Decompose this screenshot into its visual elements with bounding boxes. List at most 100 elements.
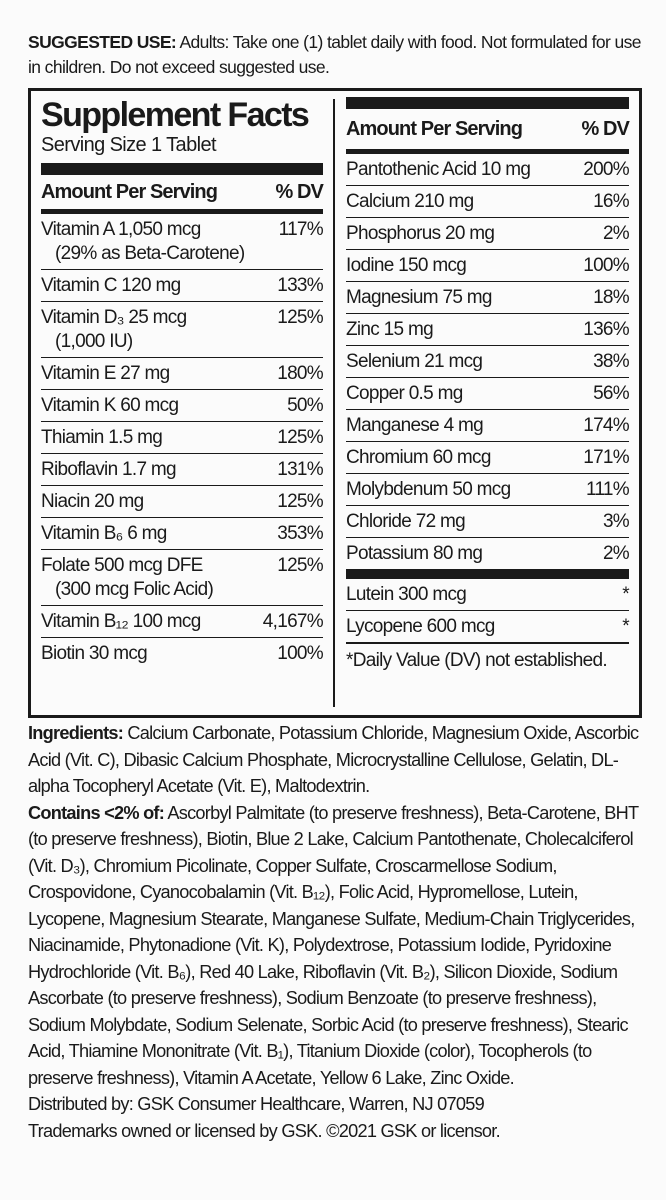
nutrient-name: Riboflavin 1.7 mg [41,458,277,482]
suggested-use-label: SUGGESTED USE: [28,32,177,52]
facts-left-column: Supplement Facts Serving Size 1 Tablet A… [41,91,324,669]
nutrient-name: Vitamin E 27 mg [41,362,277,386]
nutrient-dv: 38% [593,351,630,372]
nutrient-row: Vitamin B₆ 6 mg 353% [41,518,324,550]
nutrient-dv: 125% [277,491,323,512]
nutrient-row: Selenium 21 mcg 38% [346,346,630,378]
nutrient-amount: Vitamin A 1,050 mcg [41,219,201,240]
suggested-use: SUGGESTED USE: Adults: Take one (1) tabl… [28,30,648,80]
nutrient-row: Riboflavin 1.7 mg 131% [41,454,324,486]
nutrient-amount: Lutein 300 mcg [346,584,467,605]
nutrient-row: Manganese 4 mg 174% [346,410,630,442]
nutrient-amount: Vitamin B₁₂ 100 mcg [41,611,201,632]
nutrient-dv: 125% [277,555,323,576]
trademarks: Trademarks owned or licensed by GSK. ©20… [28,1120,501,1141]
right-column-header: Amount Per Serving % DV [346,109,630,154]
nutrient-name: Vitamin A 1,050 mcg (29% as Beta-Carotene… [41,218,279,266]
nutrient-amount: Selenium 21 mcg [346,351,483,372]
nutrient-dv: 50% [287,395,324,416]
nutrient-amount: Vitamin B₆ 6 mg [41,523,167,544]
nutrient-row: Chromium 60 mcg 171% [346,442,630,474]
nutrient-name: Manganese 4 mg [346,414,583,438]
nutrient-name: Folate 500 mcg DFE (300 mcg Folic Acid) [41,554,277,602]
nutrient-note: (29% as Beta-Carotene) [55,243,245,264]
nutrient-name: Biotin 30 mcg [41,642,277,666]
nutrient-amount: Chloride 72 mg [346,511,466,532]
nutrient-amount: Molybdenum 50 mcg [346,479,511,500]
nutrient-dv: 125% [277,427,323,448]
nutrient-row: Lutein 300 mcg * [346,579,630,611]
nutrient-dv: 2% [602,543,630,564]
serving-size: Serving Size 1 Tablet [41,134,217,156]
nutrient-dv: 16% [593,191,630,212]
nutrient-dv: 136% [583,319,629,340]
nutrient-name: Iodine 150 mcg [346,254,583,278]
header-dv: % DV [581,117,629,140]
nutrient-dv: 2% [602,223,630,244]
nutrient-name: Molybdenum 50 mcg [346,478,586,502]
nutrient-name: Potassium 80 mg [346,542,603,566]
nutrient-name: Vitamin B₁₂ 100 mcg [41,610,263,634]
nutrient-amount: Zinc 15 mg [346,319,434,340]
nutrient-amount: Calcium 210 mg [346,191,474,212]
nutrient-amount: Lycopene 600 mcg [346,616,495,637]
nutrient-dv: 4,167% [262,611,324,632]
nutrient-name: Selenium 21 mcg [346,350,593,374]
nutrient-amount: Pantothenic Acid 10 mg [346,159,531,180]
ingredients-paragraph: Ingredients: Calcium Carbonate, Potassiu… [28,720,640,800]
nutrient-dv: 18% [593,287,630,308]
left-nutrient-rows: Vitamin A 1,050 mcg (29% as Beta-Carotene… [41,214,324,669]
thick-rule [346,97,629,109]
distributed-by: Distributed by: GSK Consumer Healthcare,… [28,1094,485,1114]
nutrient-amount: Thiamin 1.5 mg [41,427,163,448]
nutrient-row: Pantothenic Acid 10 mg 200% [346,154,630,186]
nutrient-name: Chloride 72 mg [346,510,603,534]
nutrient-row: Chloride 72 mg 3% [346,506,630,538]
nutrient-row: Vitamin K 60 mcg 50% [41,390,324,422]
facts-right-column: Amount Per Serving % DV Pantothenic Acid… [346,91,630,672]
nutrient-name: Copper 0.5 mg [346,382,593,406]
supplement-facts-panel: Supplement Facts Serving Size 1 Tablet A… [28,88,642,718]
nutrient-amount: Niacin 20 mg [41,491,144,512]
nutrient-dv: 174% [583,415,629,436]
nutrient-row: Biotin 30 mcg 100% [41,638,324,669]
ingredients-text: Calcium Carbonate, Potassium Chloride, M… [28,723,639,796]
nutrient-amount: Vitamin D₃ 25 mcg [41,307,187,328]
nutrient-amount: Magnesium 75 mg [346,287,492,308]
nutrient-row: Zinc 15 mg 136% [346,314,630,346]
nutrient-name: Magnesium 75 mg [346,286,593,310]
nutrient-amount: Riboflavin 1.7 mg [41,459,177,480]
nutrient-name: Lutein 300 mcg [346,583,622,607]
nutrient-dv: 200% [583,159,629,180]
nutrient-row: Vitamin D₃ 25 mcg (1,000 IU) 125% [41,302,324,358]
left-column-header: Amount Per Serving % DV [41,175,324,214]
nutrient-row: Copper 0.5 mg 56% [346,378,630,410]
nutrient-name: Calcium 210 mg [346,190,593,214]
ingredients-section: Ingredients: Calcium Carbonate, Potassiu… [28,720,640,1144]
nutrient-row: Folate 500 mcg DFE (300 mcg Folic Acid) 12… [41,550,324,606]
nutrient-dv: 131% [277,459,323,480]
nutrient-amount: Phosphorus 20 mg [346,223,495,244]
nutrient-name: Vitamin K 60 mcg [41,394,287,418]
nutrient-row: Vitamin A 1,050 mcg (29% as Beta-Carotene… [41,214,324,270]
nutrient-name: Chromium 60 mcg [346,446,583,470]
nutrient-dv: 100% [583,255,629,276]
nutrient-note: (300 mcg Folic Acid) [55,579,214,600]
nutrient-row: Phosphorus 20 mg 2% [346,218,630,250]
nutrient-amount: Chromium 60 mcg [346,447,491,468]
facts-title: Supplement Facts [41,96,310,134]
nutrient-row: Thiamin 1.5 mg 125% [41,422,324,454]
ingredients-label: Ingredients: [28,723,124,743]
nutrient-row: Vitamin C 120 mg 133% [41,270,324,302]
nutrient-name: Vitamin D₃ 25 mcg (1,000 IU) [41,306,277,354]
nutrient-row: Vitamin B₁₂ 100 mcg 4,167% [41,606,324,638]
nutrient-name: Pantothenic Acid 10 mg [346,158,583,182]
header-amount: Amount Per Serving [346,117,523,140]
nutrient-dv: 180% [277,363,323,384]
dv-footnote: *Daily Value (DV) not established. [346,642,629,672]
nutrient-row: Magnesium 75 mg 18% [346,282,630,314]
nutrient-name: Phosphorus 20 mg [346,222,603,246]
nutrient-row: Iodine 150 mcg 100% [346,250,630,282]
nutrient-amount: Manganese 4 mg [346,415,484,436]
nutrient-dv: 125% [277,307,323,328]
